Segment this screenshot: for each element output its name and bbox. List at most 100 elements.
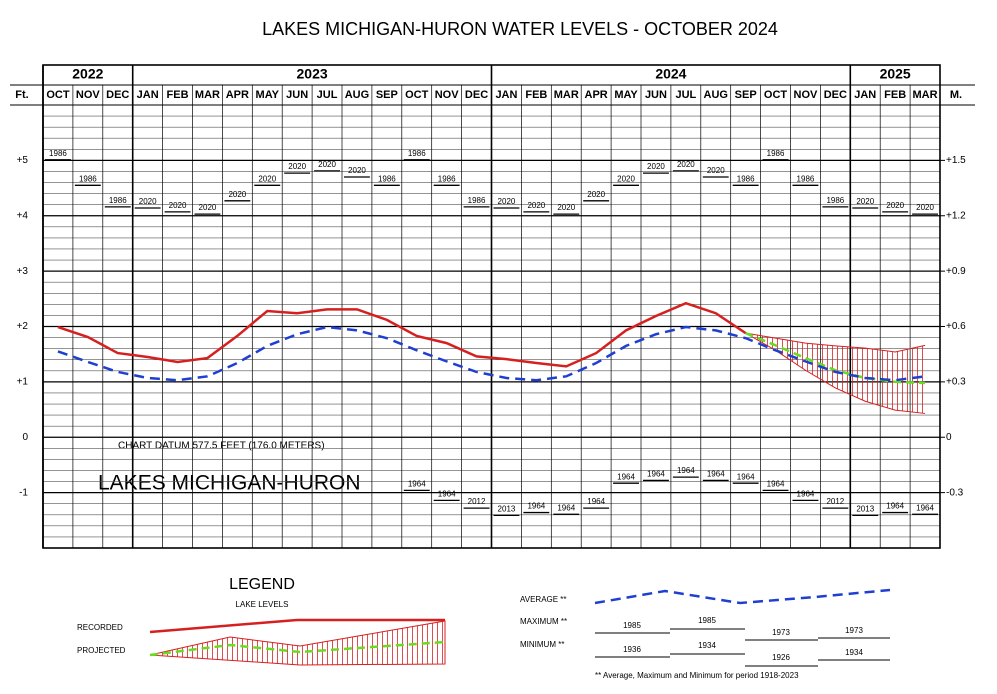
record-year: 1986 <box>378 174 396 183</box>
legend-label: MAXIMUM ** <box>520 617 567 626</box>
y2-tick-label: +1.5 <box>946 155 966 166</box>
legend-label: RECORDED <box>77 623 123 632</box>
record-year: 2020 <box>886 201 904 210</box>
y2-tick-label: -0.3 <box>946 487 964 498</box>
x-tick-label: NOV <box>76 89 101 101</box>
y2-axis-label: M. <box>950 89 962 101</box>
plot-frame <box>42 64 941 549</box>
x-tick-label: MAR <box>913 89 938 101</box>
x-tick-label: JUL <box>317 89 338 101</box>
x-tick-label: FEB <box>525 89 547 101</box>
record-year: 1964 <box>707 470 725 479</box>
legend-swatch <box>149 620 446 666</box>
y-tick-label: +3 <box>17 266 29 277</box>
x-tick-label: JAN <box>854 89 876 101</box>
record-year: 1986 <box>826 196 844 205</box>
x-tick-label: AUG <box>704 89 728 101</box>
x-tick-label: OCT <box>405 89 429 101</box>
x-tick-label: APR <box>585 89 608 101</box>
y-tick-label: +5 <box>17 155 29 166</box>
record-year: 1986 <box>49 149 67 158</box>
x-tick-label: JAN <box>495 89 517 101</box>
record-year: 2020 <box>228 190 246 199</box>
x-tick-label: OCT <box>46 89 70 101</box>
record-year: 1964 <box>617 472 635 481</box>
projected-range <box>745 333 926 414</box>
record-year: 1986 <box>109 196 127 205</box>
record-year: 2020 <box>348 166 366 175</box>
x-tick-label: OCT <box>764 89 788 101</box>
legend-year: 1985 <box>623 621 641 630</box>
record-year: 2020 <box>617 174 635 183</box>
annotation: CHART DATUM 577.5 FEET (176.0 METERS) <box>118 441 325 452</box>
x-tick-label: SEP <box>376 89 398 101</box>
series-line <box>745 331 926 385</box>
record-year: 2020 <box>856 197 874 206</box>
y-tick-label: +4 <box>17 210 29 221</box>
x-tick-label: NOV <box>794 89 819 101</box>
legend-subtitle: LAKE LEVELS <box>236 600 289 609</box>
record-year: 1964 <box>557 503 575 512</box>
legend-year: 1934 <box>698 641 716 650</box>
record-year: 2012 <box>468 497 486 506</box>
legend-label: PROJECTED <box>77 646 126 655</box>
record-year: 2020 <box>318 160 336 169</box>
y-tick-label: +2 <box>17 321 29 332</box>
y2-tick-label: +1.2 <box>946 210 966 221</box>
year-label: 2024 <box>655 66 686 82</box>
y2-tick-label: +0.6 <box>946 321 966 332</box>
x-tick-label: FEB <box>884 89 906 101</box>
x-tick-label: MAY <box>256 89 280 101</box>
y-tick-label: +1 <box>17 377 29 388</box>
legend-year: 1973 <box>845 626 863 635</box>
record-year: 1986 <box>737 174 755 183</box>
record-year: 2020 <box>647 162 665 171</box>
x-tick-label: JUN <box>286 89 308 101</box>
x-tick-label: MAY <box>614 89 638 101</box>
annotation: LAKES MICHIGAN-HURON <box>98 472 361 495</box>
x-tick-label: APR <box>226 89 249 101</box>
x-tick-label: MAR <box>554 89 579 101</box>
legend-label: AVERAGE ** <box>520 595 567 604</box>
legend-swatch <box>149 618 445 634</box>
record-year: 1964 <box>587 497 605 506</box>
record-year: 1986 <box>767 149 785 158</box>
record-year: 1964 <box>438 489 456 498</box>
y-tick-label: -1 <box>19 487 28 498</box>
record-year: 2013 <box>498 504 516 513</box>
y2-tick-label: +0.3 <box>946 377 966 388</box>
record-year: 1964 <box>408 480 426 489</box>
record-year: 1964 <box>647 470 665 479</box>
record-year: 1986 <box>438 174 456 183</box>
record-year: 2020 <box>258 174 276 183</box>
legend-year: 1973 <box>772 628 790 637</box>
record-year: 1986 <box>468 196 486 205</box>
record-year: 1986 <box>797 174 815 183</box>
chart-title: LAKES MICHIGAN-HURON WATER LEVELS - OCTO… <box>262 19 778 39</box>
legend-note: ** Average, Maximum and Minimum for peri… <box>595 671 799 680</box>
record-year: 1964 <box>916 503 934 512</box>
record-year: 2020 <box>288 162 306 171</box>
x-tick-label: FEB <box>167 89 189 101</box>
y2-tick-label: +0.9 <box>946 266 966 277</box>
x-tick-label: JAN <box>137 89 159 101</box>
record-year: 2020 <box>169 201 187 210</box>
x-tick-label: DEC <box>106 89 129 101</box>
y2-tick-label: 0 <box>946 432 952 443</box>
record-year: 2020 <box>527 201 545 210</box>
record-year: 2013 <box>856 504 874 513</box>
legend-label: MINIMUM ** <box>520 640 564 649</box>
record-year: 1986 <box>79 174 97 183</box>
x-tick-label: JUL <box>675 89 696 101</box>
record-year: 1964 <box>527 502 545 511</box>
x-tick-label: MAR <box>195 89 220 101</box>
x-tick-label: DEC <box>824 89 847 101</box>
x-tick-label: JUN <box>645 89 667 101</box>
y-tick-label: 0 <box>22 432 28 443</box>
record-year: 1964 <box>767 480 785 489</box>
record-year: 1986 <box>408 149 426 158</box>
record-year: 2020 <box>498 197 516 206</box>
legend-year: 1926 <box>772 653 790 662</box>
